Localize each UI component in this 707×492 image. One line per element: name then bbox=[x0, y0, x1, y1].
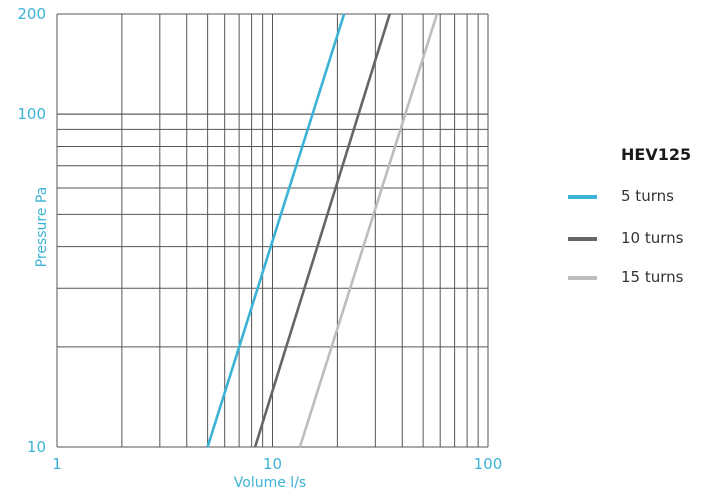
series-line-5-turns bbox=[206, 13, 346, 448]
y-tick-label: 100 bbox=[17, 105, 46, 123]
x-tick-label: 100 bbox=[474, 455, 503, 473]
series-layer bbox=[206, 13, 439, 448]
x-tick-label: 10 bbox=[263, 455, 282, 473]
y-axis-label: Pressure Pa bbox=[34, 187, 50, 268]
tick-labels: 1 10 100 10 100 200 bbox=[17, 5, 502, 473]
legend-swatch-10-turns bbox=[568, 237, 597, 241]
legend-swatch-15-turns bbox=[568, 276, 597, 280]
legend-label-15-turns: 15 turns bbox=[621, 268, 684, 286]
legend-label-10-turns: 10 turns bbox=[621, 229, 684, 247]
legend-label-5-turns: 5 turns bbox=[621, 187, 674, 205]
x-tick-label: 1 bbox=[52, 455, 62, 473]
legend-title: HEV125 bbox=[621, 145, 692, 164]
series-line-10-turns bbox=[253, 13, 391, 448]
x-axis-label: Volume l/s bbox=[234, 475, 306, 491]
y-tick-label: 10 bbox=[27, 438, 46, 456]
y-tick-label: 200 bbox=[17, 5, 46, 23]
series-line-15-turns bbox=[298, 13, 439, 448]
legend-swatch-5-turns bbox=[568, 195, 597, 199]
chart-grid bbox=[56, 13, 489, 448]
